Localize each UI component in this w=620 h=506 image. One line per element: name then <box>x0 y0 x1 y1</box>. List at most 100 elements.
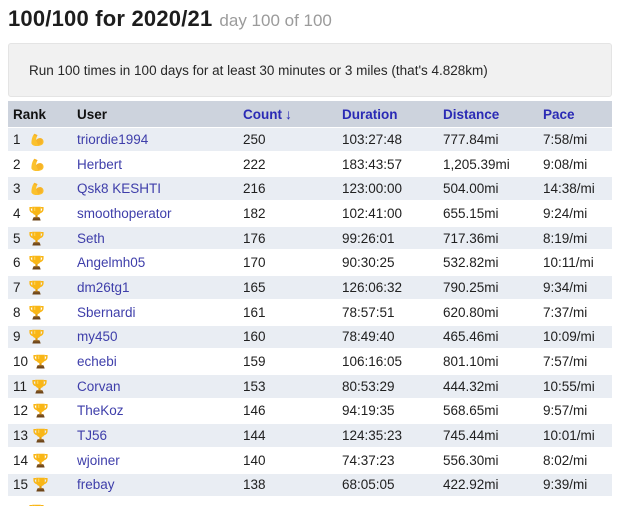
count-value: 146 <box>238 399 337 425</box>
rank-value: 12 <box>13 403 29 419</box>
user-link[interactable]: Angelmh05 <box>77 255 146 271</box>
duration-value: 90:30:25 <box>337 251 438 277</box>
duration-value: 126:06:32 <box>337 276 438 301</box>
rank-cell: 6 <box>8 251 72 277</box>
table-row: 8 Sbernardi 161 78:57:51 620.80mi 7:37/m… <box>8 300 612 326</box>
trophy-icon <box>32 476 49 493</box>
rank-value: 8 <box>13 304 21 320</box>
pace-value: 14:38/mi <box>538 177 612 203</box>
trophy-icon <box>31 378 48 395</box>
rank-value: 9 <box>13 329 21 345</box>
count-value: 160 <box>238 325 337 351</box>
rank-cell: 5 <box>8 226 72 252</box>
count-value: 182 <box>238 202 337 227</box>
sort-descending-icon: ↓ <box>284 106 292 122</box>
rank-value: 13 <box>13 428 29 444</box>
bicep-icon <box>28 156 45 173</box>
distance-value: 717.36mi <box>438 226 538 252</box>
user-link[interactable]: my450 <box>77 329 118 345</box>
duration-value: 99:26:01 <box>337 226 438 252</box>
title-bar: 100/100 for 2020/21 day 100 of 100 <box>8 6 612 35</box>
rank-value: 2 <box>13 156 21 172</box>
table-row: 4 smoothoperator 182 102:41:00 655.15mi … <box>8 202 612 227</box>
user-link[interactable]: wjoiner <box>77 452 120 468</box>
count-value: 161 <box>238 300 337 326</box>
table-row: 13 TJ56 144 124:35:23 745.44mi 10:01/mi <box>8 424 612 449</box>
count-value: 250 <box>238 128 337 153</box>
count-value: 222 <box>238 152 337 178</box>
duration-value: 183:43:57 <box>337 152 438 178</box>
user-link[interactable]: frebay <box>77 477 115 493</box>
distance-value: 556.30mi <box>438 448 538 474</box>
page-title: 100/100 for 2020/21 <box>8 6 213 31</box>
pace-value: 9:57/mi <box>538 399 612 425</box>
rank-cell: 9 <box>8 325 72 351</box>
distance-value: 568.65mi <box>438 399 538 425</box>
rank-cell: 2 <box>8 152 72 178</box>
pace-value: 8:19/mi <box>538 226 612 252</box>
trophy-icon <box>32 427 49 444</box>
rank-cell: 10 <box>8 350 72 375</box>
user-link[interactable]: triordie1994 <box>77 131 149 147</box>
rank-cell: 7 <box>8 276 72 301</box>
table-row: 1 triordie1994 250 103:27:48 777.84mi 7:… <box>8 128 612 153</box>
column-header-duration[interactable]: Duration <box>337 101 438 128</box>
table-row: 10 echebi 159 106:16:05 801.10mi 7:57/mi <box>8 350 612 375</box>
count-value <box>238 498 337 506</box>
count-value: 216 <box>238 177 337 203</box>
count-value: 176 <box>238 226 337 252</box>
user-link[interactable]: Sbernardi <box>77 304 136 320</box>
trophy-icon <box>28 205 45 222</box>
pace-value: 7:58/mi <box>538 128 612 153</box>
table-row: 6 Angelmh05 170 90:30:25 532.82mi 10:11/… <box>8 251 612 277</box>
user-link[interactable]: smoothoperator <box>77 205 172 221</box>
rank-cell: 8 <box>8 300 72 326</box>
duration-value: 80:53:29 <box>337 374 438 400</box>
duration-value: 94:19:35 <box>337 399 438 425</box>
pace-value: 10:55/mi <box>538 374 612 400</box>
duration-value: 74:37:23 <box>337 448 438 474</box>
column-header-count[interactable]: Count ↓ <box>238 101 337 128</box>
trophy-icon <box>32 402 49 419</box>
rank-cell: 1 <box>8 128 72 153</box>
pace-value: 9:34/mi <box>538 276 612 301</box>
column-header-pace[interactable]: Pace <box>538 101 612 128</box>
user-link[interactable]: Corvan <box>77 378 121 394</box>
column-header-distance[interactable]: Distance <box>438 101 538 128</box>
rank-value: 6 <box>13 255 21 271</box>
user-link[interactable]: Seth <box>77 230 105 246</box>
rank-cell: 14 <box>8 448 72 474</box>
duration-value: 68:05:05 <box>337 473 438 499</box>
pace-value: 9:08/mi <box>538 152 612 178</box>
distance-value: 620.80mi <box>438 300 538 326</box>
user-link[interactable]: echebi <box>77 354 117 370</box>
distance-value: 1,205.39mi <box>438 152 538 178</box>
user-link[interactable]: Herbert <box>77 156 123 172</box>
pace-value: 7:37/mi <box>538 300 612 326</box>
rank-value: 10 <box>13 354 29 370</box>
user-link[interactable]: Qsk8 KESHTI <box>77 181 162 197</box>
table-row: 11 Corvan 153 80:53:29 444.32mi 10:55/mi <box>8 374 612 400</box>
rank-cell: 4 <box>8 202 72 227</box>
distance-value: 655.15mi <box>438 202 538 227</box>
user-link[interactable]: dm26tg1 <box>77 279 130 295</box>
distance-value: 444.32mi <box>438 374 538 400</box>
rank-cell: 11 <box>8 374 72 400</box>
bicep-icon <box>28 131 45 148</box>
trophy-icon <box>28 279 45 296</box>
rank-value: 3 <box>13 181 21 197</box>
user-link[interactable]: TheKoz <box>77 403 124 419</box>
trophy-icon <box>32 353 49 370</box>
user-link[interactable]: TJ56 <box>77 428 108 444</box>
count-value: 138 <box>238 473 337 499</box>
leaderboard-table: Rank User Count ↓ Duration Distance Pace … <box>8 101 612 506</box>
distance-value: 465.46mi <box>438 325 538 351</box>
table-row: 9 my450 160 78:49:40 465.46mi 10:09/mi <box>8 325 612 351</box>
column-header-user: User <box>72 101 238 128</box>
distance-value: 777.84mi <box>438 128 538 153</box>
rank-value: 14 <box>13 452 29 468</box>
table-header-row: Rank User Count ↓ Duration Distance Pace <box>8 101 612 128</box>
trophy-icon <box>28 328 45 345</box>
trophy-icon <box>32 452 49 469</box>
table-row: 5 Seth 176 99:26:01 717.36mi 8:19/mi <box>8 226 612 252</box>
